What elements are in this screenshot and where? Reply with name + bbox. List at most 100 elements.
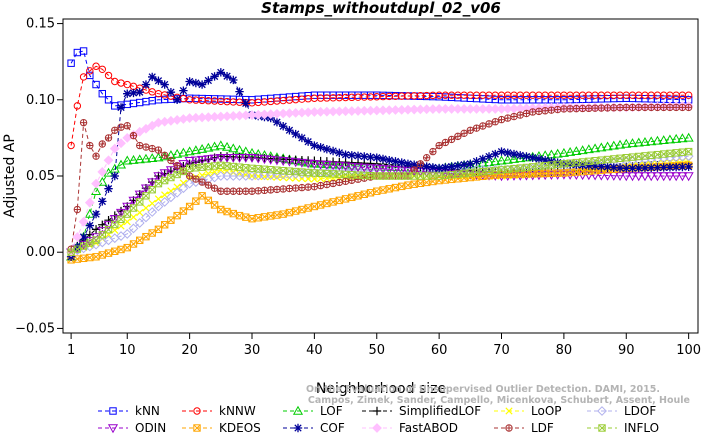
data-point [329, 198, 337, 206]
data-point [410, 172, 418, 180]
data-point [173, 183, 181, 191]
data-point [677, 133, 688, 143]
data-point [185, 159, 194, 169]
data-point [234, 154, 245, 163]
x-axis: 1 10 20 30 40 50 60 70 80 90 100 [67, 333, 701, 358]
data-point [191, 78, 201, 88]
data-point [209, 141, 220, 151]
data-point [172, 148, 183, 158]
data-point [378, 154, 388, 164]
data-point [590, 171, 601, 181]
data-point [646, 172, 657, 182]
data-point [122, 202, 133, 212]
data-point [98, 89, 106, 98]
data-point [496, 155, 507, 165]
data-point [246, 154, 258, 163]
data-point [647, 163, 656, 172]
data-point [310, 141, 319, 150]
data-point [335, 178, 344, 187]
data-point [79, 118, 88, 127]
data-point [522, 109, 531, 118]
data-point [572, 104, 581, 113]
data-point [341, 177, 350, 186]
data-point [540, 155, 550, 165]
data-point [84, 197, 95, 208]
data-point [316, 143, 325, 152]
data-point [159, 169, 170, 179]
data-point [502, 154, 513, 164]
legend-label: ODIN [135, 421, 166, 434]
data-point [323, 180, 331, 189]
data-point [628, 103, 637, 112]
data-point [242, 187, 250, 195]
data-point [610, 104, 618, 112]
data-point [298, 183, 306, 192]
data-point [153, 172, 164, 182]
data-point [229, 209, 237, 218]
data-point [621, 172, 632, 182]
data-point [435, 141, 443, 150]
data-point [614, 172, 626, 182]
data-point [129, 240, 138, 248]
data-point [204, 169, 212, 178]
data-point [596, 171, 607, 181]
data-point [173, 161, 181, 170]
data-point [204, 181, 213, 189]
data-point [547, 161, 556, 169]
data-point [409, 160, 419, 169]
data-point [215, 140, 226, 150]
data-point [103, 221, 114, 230]
legend-item-kdeos: KDEOS [182, 421, 261, 434]
data-point [547, 106, 556, 114]
legend-marker [372, 423, 382, 433]
data-point [136, 198, 144, 206]
series-inflo [67, 147, 693, 256]
data-point [109, 214, 120, 224]
data-point [260, 186, 269, 195]
data-point [664, 172, 675, 182]
data-point [73, 242, 82, 252]
data-point [303, 159, 314, 169]
y-tick-label: 0.10 [26, 93, 55, 108]
data-point [129, 213, 138, 221]
x-tick-label: 1 [67, 343, 75, 358]
data-point [472, 124, 481, 132]
data-point [335, 196, 344, 205]
data-point [154, 195, 163, 203]
data-point [278, 157, 289, 166]
data-point [128, 196, 139, 206]
data-point [142, 143, 150, 151]
legend-item-odin: ODIN [98, 421, 166, 434]
data-point [98, 231, 106, 239]
data-point [671, 172, 682, 182]
data-point [223, 207, 231, 216]
data-point [110, 171, 119, 181]
data-point [185, 172, 194, 180]
data-point [396, 166, 407, 176]
data-point [602, 141, 613, 151]
data-point [328, 146, 338, 156]
data-point [359, 163, 370, 173]
data-point [298, 205, 306, 214]
data-point [316, 181, 325, 190]
data-point [558, 147, 569, 157]
data-point [179, 86, 188, 95]
data-point [78, 216, 89, 227]
data-point [204, 196, 213, 205]
data-point [117, 123, 125, 131]
data-point [491, 149, 500, 159]
legend-marker [597, 406, 607, 416]
data-point [129, 204, 138, 212]
data-point [634, 163, 643, 173]
data-point [73, 48, 82, 57]
data-point [210, 184, 219, 192]
data-point [235, 87, 244, 96]
data-point [221, 141, 233, 151]
data-point [616, 103, 624, 112]
data-point [221, 154, 233, 163]
data-point [459, 160, 469, 169]
data-point [123, 121, 131, 130]
data-point [335, 148, 344, 158]
legend-label: kNNW [219, 404, 256, 418]
